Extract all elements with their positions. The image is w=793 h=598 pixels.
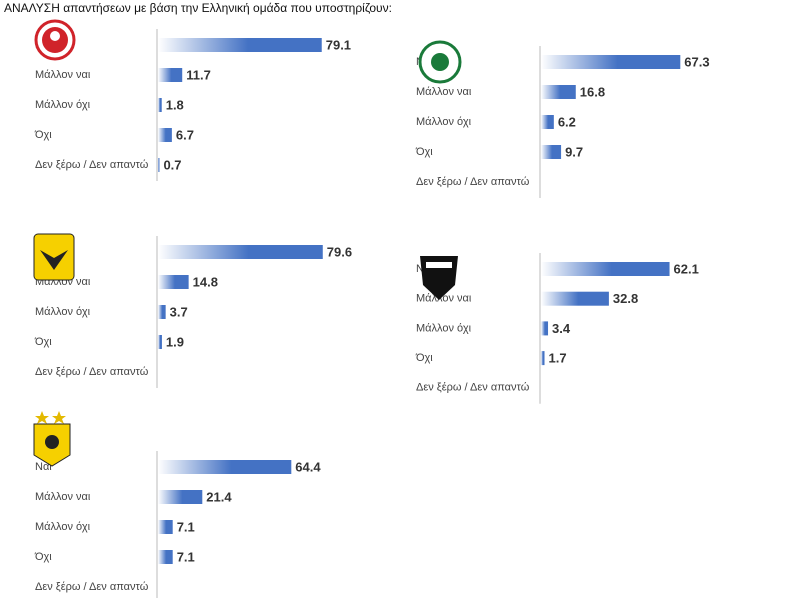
value-label: 32.8 (613, 291, 638, 306)
logo-aris (33, 411, 71, 467)
value-label: 7.1 (177, 549, 195, 564)
logo-aek (33, 233, 75, 281)
value-label: 14.8 (193, 274, 218, 289)
category-label: Μάλλον ναι (416, 86, 472, 98)
logo-olympiacos (34, 19, 76, 61)
category-label: Μάλλον ναι (35, 69, 91, 81)
category-label: Μάλλον ναι (35, 491, 91, 503)
bar (541, 85, 576, 99)
bar (158, 490, 203, 504)
category-label: Όχι (415, 352, 433, 364)
category-label: Μάλλον όχι (416, 116, 472, 128)
category-label: Δεν ξέρω / Δεν απαντώ (35, 581, 149, 593)
category-label: Δεν ξέρω / Δεν απαντώ (35, 366, 149, 378)
value-label: 1.9 (166, 334, 184, 349)
bar (158, 460, 292, 474)
bar (541, 145, 562, 159)
category-label: Δεν ξέρω / Δεν απαντώ (416, 382, 530, 394)
bar (158, 305, 166, 319)
category-label: Όχι (34, 336, 52, 348)
value-label: 6.7 (176, 127, 194, 142)
bar (541, 115, 554, 129)
bar (541, 55, 681, 69)
bar (541, 351, 545, 366)
category-label: Δεν ξέρω / Δεν απαντώ (35, 159, 149, 171)
value-label: 9.7 (565, 144, 583, 159)
bar (541, 291, 609, 306)
bar (158, 68, 183, 82)
value-label: 1.8 (166, 97, 184, 112)
bar (158, 98, 162, 112)
value-label: 64.4 (295, 459, 321, 474)
value-label: 1.7 (549, 351, 567, 366)
category-label: Όχι (415, 146, 433, 158)
value-label: 79.1 (326, 37, 351, 52)
value-label: 21.4 (206, 489, 232, 504)
value-label: 79.6 (327, 244, 352, 259)
value-label: 16.8 (580, 84, 605, 99)
category-label: Όχι (34, 551, 52, 563)
bar (158, 38, 322, 52)
category-label: Μάλλον όχι (416, 322, 472, 334)
value-label: 6.2 (558, 114, 576, 129)
value-label: 3.4 (552, 321, 571, 336)
bar (158, 275, 189, 289)
value-label: 67.3 (684, 54, 709, 69)
logo-panathinaikos (418, 40, 462, 84)
bar (158, 520, 173, 534)
bar (158, 245, 323, 259)
category-label: Όχι (34, 129, 52, 141)
bar (541, 321, 549, 336)
category-label: Δεν ξέρω / Δεν απαντώ (416, 176, 530, 188)
value-label: 3.7 (170, 304, 188, 319)
value-label: 7.1 (177, 519, 195, 534)
value-label: 0.7 (163, 157, 181, 172)
page-title: ΑΝΑΛΥΣΗ απαντήσεων με βάση την Ελληνική … (4, 1, 392, 15)
bar (158, 128, 172, 142)
category-label: Μάλλον όχι (35, 306, 91, 318)
category-label: Μάλλον ναι (416, 293, 472, 305)
value-label: 62.1 (674, 261, 699, 276)
category-label: Μάλλον όχι (35, 521, 91, 533)
bar (541, 262, 670, 276)
bar (158, 158, 160, 172)
bar (158, 335, 162, 349)
logo-paok (420, 256, 458, 300)
bar (158, 550, 173, 564)
value-label: 11.7 (186, 67, 211, 82)
category-label: Μάλλον όχι (35, 99, 91, 111)
